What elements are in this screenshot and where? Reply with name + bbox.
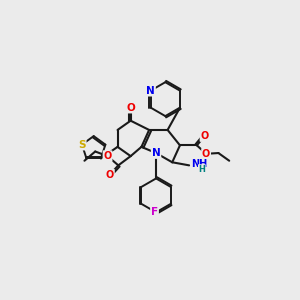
Text: O: O bbox=[103, 151, 112, 161]
Text: O: O bbox=[126, 103, 135, 112]
Text: O: O bbox=[202, 149, 210, 159]
Text: NH: NH bbox=[191, 159, 207, 169]
Text: O: O bbox=[106, 169, 114, 180]
Text: O: O bbox=[200, 131, 209, 141]
Text: H: H bbox=[198, 165, 205, 174]
Text: S: S bbox=[78, 140, 86, 150]
Text: N: N bbox=[152, 148, 161, 158]
Text: F: F bbox=[151, 207, 158, 217]
Text: N: N bbox=[146, 86, 155, 96]
